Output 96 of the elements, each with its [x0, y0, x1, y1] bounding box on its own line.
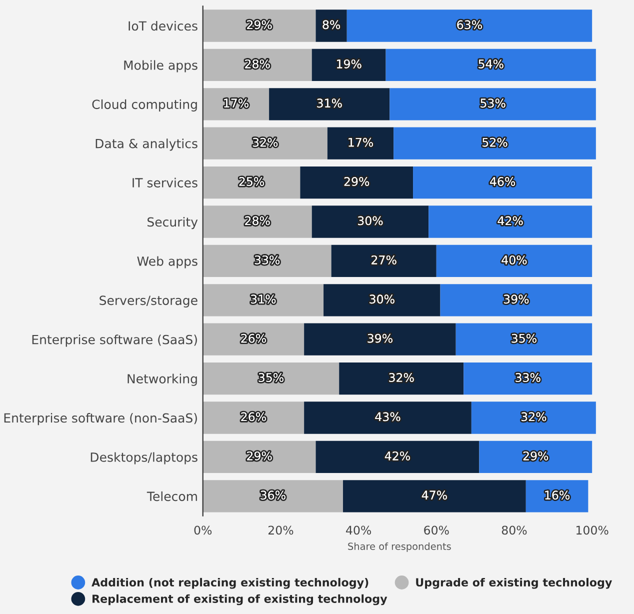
- bar: [428, 206, 592, 238]
- bar: [202, 166, 300, 199]
- x-tick-label: 0%: [194, 526, 212, 535]
- y-tick-label: Enterprise software (SaaS): [32, 334, 197, 347]
- y-tick-label: Data & analytics: [96, 138, 198, 151]
- y-tick-label: Networking: [128, 374, 197, 386]
- bar: [202, 284, 324, 316]
- bar: [436, 244, 592, 278]
- data-label: 32%: [252, 138, 278, 147]
- data-label: 29%: [344, 177, 370, 186]
- data-label: 42%: [498, 216, 523, 226]
- bar: [346, 10, 592, 42]
- data-label: 52%: [482, 138, 508, 147]
- legend-label: Upgrade of existing technology: [416, 578, 612, 589]
- data-label: 29%: [247, 20, 272, 30]
- data-label: 26%: [241, 334, 266, 343]
- data-label: 26%: [241, 412, 266, 422]
- data-label: 16%: [545, 490, 570, 500]
- bar: [202, 48, 312, 82]
- x-tick-label: 40%: [346, 526, 372, 535]
- bar: [202, 323, 304, 356]
- data-label: 31%: [250, 294, 276, 304]
- data-label: 8%: [322, 20, 340, 30]
- y-tick-label: Security: [148, 217, 198, 230]
- y-tick-label: Servers/storage: [100, 296, 198, 308]
- data-label: 28%: [245, 216, 270, 226]
- bar: [316, 440, 480, 474]
- bar: [394, 127, 596, 160]
- y-tick-label: Cloud computing: [92, 99, 197, 112]
- bar: [331, 244, 436, 278]
- data-label: 47%: [422, 490, 447, 500]
- x-tick-label: 60%: [424, 526, 449, 535]
- bar: [390, 88, 596, 120]
- data-label: 29%: [523, 451, 548, 460]
- legend-label: Replacement of existing of existing technology: [92, 594, 388, 606]
- data-label: 32%: [389, 373, 414, 382]
- bar: [413, 166, 592, 199]
- data-label: 39%: [504, 294, 529, 304]
- data-label: 32%: [521, 412, 546, 422]
- y-tick-label: Enterprise software (non-SaaS): [4, 413, 197, 426]
- bar: [202, 480, 343, 512]
- bar: [304, 323, 456, 356]
- bar: [202, 206, 312, 238]
- data-label: 33%: [516, 373, 540, 382]
- bar: [269, 88, 390, 120]
- bar: [202, 127, 328, 160]
- bar: [342, 480, 526, 512]
- y-tick-label: IoT devices: [128, 20, 198, 31]
- data-label: 46%: [490, 177, 516, 186]
- data-label: 35%: [512, 334, 536, 343]
- data-label: 54%: [478, 59, 504, 68]
- legend-label: Addition (not replacing existing technology): [92, 578, 368, 589]
- data-label: 27%: [372, 255, 396, 264]
- bar: [386, 48, 596, 82]
- data-label: 28%: [245, 59, 270, 68]
- data-label: 40%: [502, 255, 527, 264]
- data-label: 30%: [358, 216, 383, 226]
- y-tick-label: Web apps: [137, 256, 198, 268]
- y-tick-label: Mobile apps: [124, 60, 198, 72]
- bar: [304, 402, 472, 434]
- bar: [202, 440, 316, 474]
- data-label: 31%: [317, 98, 342, 108]
- data-label: 30%: [370, 294, 394, 304]
- data-label: 53%: [480, 98, 506, 108]
- y-tick-label: Desktops/laptops: [90, 452, 198, 464]
- x-axis-title: Share of respondents: [348, 542, 451, 552]
- data-label: 17%: [224, 98, 248, 108]
- bar: [202, 244, 332, 278]
- x-tick-label: 100%: [576, 526, 608, 535]
- data-label: 35%: [258, 373, 284, 382]
- bar: [202, 10, 316, 42]
- data-label: 19%: [337, 59, 362, 68]
- bar: [202, 402, 304, 434]
- data-label: 42%: [384, 451, 410, 460]
- data-label: 29%: [247, 451, 272, 460]
- y-tick-label: Telecom: [146, 491, 197, 502]
- x-tick-label: 20%: [268, 526, 294, 535]
- bar: [464, 362, 592, 395]
- data-label: 33%: [254, 255, 280, 264]
- y-tick-label: IT services: [132, 178, 198, 188]
- data-label: 36%: [260, 490, 286, 500]
- bar: [202, 362, 340, 395]
- data-label: 43%: [375, 412, 400, 422]
- bar: [312, 206, 429, 238]
- x-tick-label: 80%: [502, 526, 527, 535]
- data-label: 39%: [368, 334, 392, 343]
- bar: [300, 166, 414, 199]
- bar: [440, 284, 592, 316]
- bar: [479, 440, 592, 474]
- data-label: 63%: [457, 20, 482, 30]
- bar: [324, 284, 440, 316]
- data-label: 17%: [348, 138, 373, 147]
- bar: [471, 402, 596, 434]
- bar: [456, 323, 592, 356]
- data-label: 25%: [239, 177, 264, 186]
- bar: [339, 362, 464, 395]
